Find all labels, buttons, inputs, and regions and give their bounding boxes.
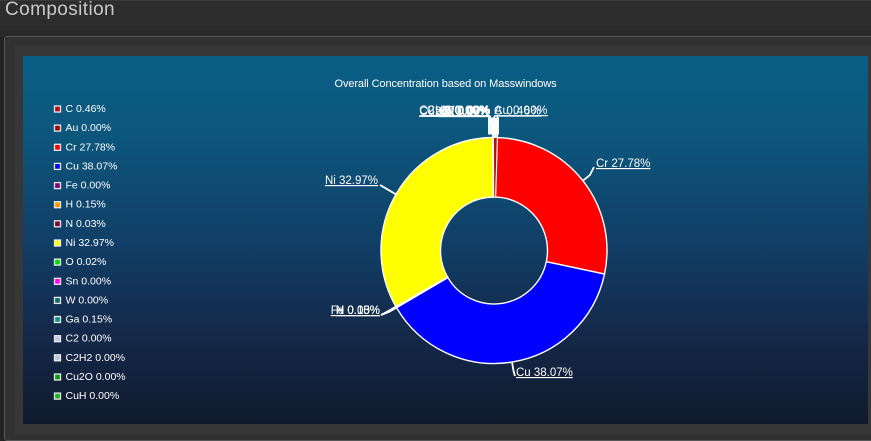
svg-text:Cu2O 0.00%: Cu2O 0.00% [419,106,490,118]
svg-text:Cr 27.78%: Cr 27.78% [596,158,650,170]
svg-text:Au 0.00%: Au 0.00% [66,122,112,134]
svg-text:C 0.46%: C 0.46% [494,106,541,118]
svg-text:Fe 0.00%: Fe 0.00% [331,305,380,317]
svg-text:H 0.15%: H 0.15% [336,305,380,317]
svg-text:W 0.00%: W 0.00% [444,105,491,117]
svg-text:Ga 0.15%: Ga 0.15% [439,106,490,118]
svg-text:N 0.03%: N 0.03% [66,218,106,230]
svg-text:Ni 32.97%: Ni 32.97% [66,237,114,249]
svg-text:Sn 0.00%: Sn 0.00% [440,106,490,118]
svg-text:Ga 0.15%: Ga 0.15% [66,314,113,326]
svg-text:C2H2 0.00%: C2H2 0.00% [66,352,126,364]
svg-text:O 0.02%: O 0.02% [66,256,107,268]
svg-text:Overall Concentration based on: Overall Concentration based on Masswindo… [334,78,557,90]
svg-text:Cu 38.07%: Cu 38.07% [516,367,573,379]
svg-text:Sn 0.00%: Sn 0.00% [66,275,112,287]
svg-text:C2 0.00%: C2 0.00% [440,106,491,118]
svg-text:W 0.00%: W 0.00% [66,294,109,306]
svg-text:O 0.02%: O 0.02% [445,106,490,118]
svg-text:Cr 27.78%: Cr 27.78% [66,141,116,153]
svg-text:Fe 0.00%: Fe 0.00% [66,180,111,192]
svg-text:N 0.03%: N 0.03% [336,305,380,317]
svg-text:Cu2O 0.00%: Cu2O 0.00% [66,371,126,383]
svg-text:C2 0.00%: C2 0.00% [66,333,112,345]
svg-text:C 0.46%: C 0.46% [66,103,106,115]
svg-text:Cu 38.07%: Cu 38.07% [66,160,118,172]
svg-text:CuH 0.00%: CuH 0.00% [66,390,120,402]
svg-text:Au 0.00%: Au 0.00% [494,105,547,117]
svg-text:H 0.15%: H 0.15% [66,199,106,211]
svg-text:CuH 0.00%: CuH 0.00% [427,105,490,117]
svg-text:Ni 32.97%: Ni 32.97% [325,175,378,187]
svg-text:C2H2 0.00%: C2H2 0.00% [419,105,489,117]
